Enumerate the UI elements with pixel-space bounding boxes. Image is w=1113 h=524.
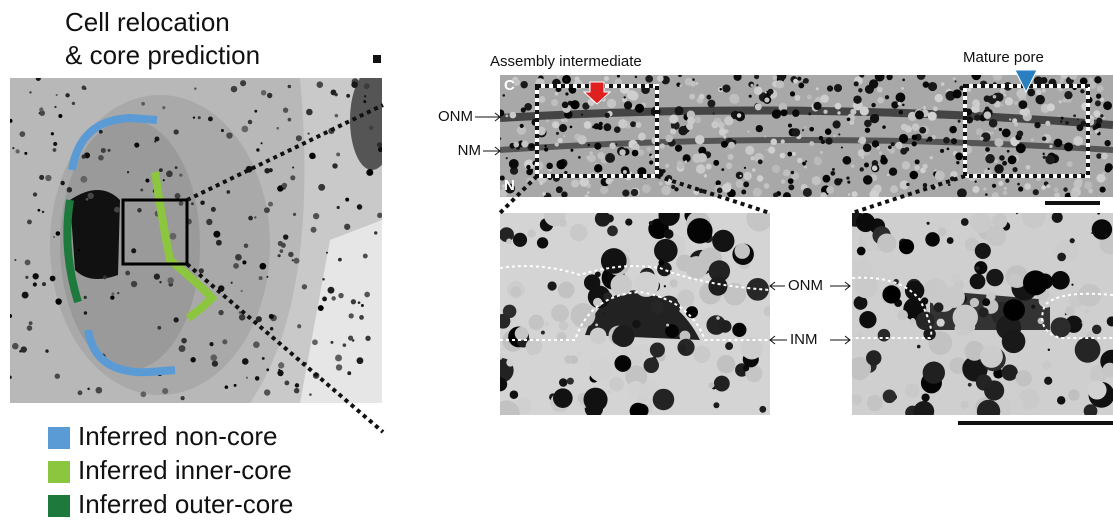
legend-label: Inferred inner-core <box>78 455 292 485</box>
legend-label: Inferred non-core <box>78 421 277 451</box>
figure: Cell relocation & core prediction Inferr… <box>0 0 1113 524</box>
zoom-image <box>489 205 774 427</box>
nm-label: NM <box>458 142 481 159</box>
assembly-label: Assembly intermediate <box>490 53 642 70</box>
zoom-image <box>847 204 1113 423</box>
scale-mark <box>373 55 381 63</box>
mature-label: Mature pore <box>963 49 1044 66</box>
scale-bar <box>1045 201 1100 205</box>
onm-zoom-label: ONM <box>788 277 823 294</box>
legend-swatch <box>48 427 70 449</box>
legend-swatch <box>48 461 70 483</box>
title-line: Cell relocation <box>65 7 230 37</box>
inm-zoom-label: INM <box>790 331 818 348</box>
scale-bar <box>958 421 1113 425</box>
cytoplasm-label: C <box>504 77 515 94</box>
title-line: & core prediction <box>65 40 260 70</box>
legend-label: Inferred outer-core <box>78 489 293 519</box>
onm-label: ONM <box>438 108 473 125</box>
legend-swatch <box>48 495 70 517</box>
nucleus-label: N <box>504 177 515 194</box>
